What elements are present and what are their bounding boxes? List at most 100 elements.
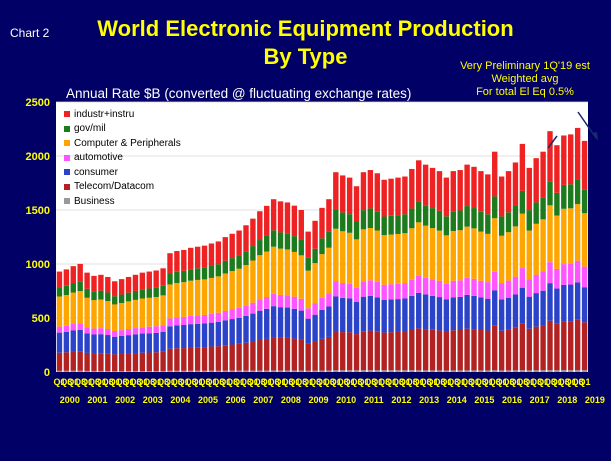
bar-segment-business [319,370,325,372]
bar-segment-industr-instru [333,172,339,210]
bar-segment-consumer [429,295,436,330]
bar-segment-consumer [581,287,588,323]
bar-segment-computer-peripherals [471,228,477,279]
bar-segment-consumer [188,324,194,348]
bar-segment-business [257,370,263,372]
bar-segment-consumer [222,320,228,346]
x-year-label: 2005 [198,395,218,405]
x-quarter-label: Q3 [406,377,418,387]
bar-segment-consumer [201,323,208,348]
bar-segment-gov-mil [526,210,532,231]
bar-segment-automotive [533,274,539,294]
bar-segment-automotive [333,281,339,297]
x-quarter-label: Q1 [53,377,65,387]
bar-segment-gov-mil [422,205,429,226]
bar-segment-telecom-datacom [519,323,526,371]
bar-segment-computer-peripherals [208,277,215,314]
bar-segment-automotive [416,275,422,293]
bar-segment-consumer [146,333,152,353]
bar-segment-telecom-datacom [374,331,380,371]
bar-segment-business [395,370,401,372]
bar-segment-telecom-datacom [533,326,539,371]
bar-segment-computer-peripherals [105,301,111,330]
bar-segment-telecom-datacom [153,352,159,371]
bar-segment-automotive [422,277,429,295]
x-quarter-label: Q1 [67,377,79,387]
bar-segment-gov-mil [436,210,443,231]
x-quarter-label: Q3 [88,377,100,387]
x-year-label: 2002 [115,395,135,405]
bar-segment-telecom-datacom [132,353,139,371]
bar-segment-computer-peripherals [250,260,256,303]
bar-segment-consumer [353,301,360,335]
bar-segment-telecom-datacom [146,352,152,371]
bar-segment-telecom-datacom [181,348,187,371]
bar-segment-business [84,370,90,372]
bar-segment-automotive [194,315,201,324]
bar-segment-gov-mil [63,285,70,296]
bar-segment-telecom-datacom [581,322,588,371]
bar-segment-computer-peripherals [478,231,484,281]
x-year-label: 2012 [391,395,411,405]
bar-segment-business [464,370,470,372]
bar-segment-industr-instru [422,164,429,206]
bar-segment-automotive [568,263,574,285]
bar-segment-business [312,370,318,372]
bar-segment-business [374,370,380,372]
bar-segment-consumer [305,318,311,344]
chart-title-line1: World Electronic Equipment Production [97,16,514,41]
x-quarter-label: Q3 [530,377,542,387]
bar-segment-industr-instru [167,253,173,274]
bar-segment-computer-peripherals [319,254,325,298]
bar-segment-computer-peripherals [485,233,491,283]
bar-segment-automotive [188,315,194,325]
bar-segment-automotive [540,271,546,291]
bar-segment-industr-instru [201,245,208,268]
bar-segment-automotive [70,324,76,331]
bar-segment-industr-instru [326,199,332,232]
bar-segment-industr-instru [56,271,63,288]
bar-segment-automotive [208,313,215,323]
bar-segment-computer-peripherals [298,255,304,299]
bar-segment-business [492,370,498,372]
bar-segment-consumer [264,308,270,339]
bar-segment-automotive [112,330,118,337]
x-year-label: 2010 [336,395,356,405]
bar-segment-automotive [367,280,374,296]
bar-segment-telecom-datacom [388,332,394,371]
x-quarter-label: Q3 [516,377,528,387]
bar-segment-gov-mil [512,205,519,227]
bar-segment-telecom-datacom [478,330,484,371]
bar-segment-telecom-datacom [526,328,532,371]
x-quarter-label: Q1 [123,377,135,387]
bar-segment-computer-peripherals [125,301,132,330]
x-quarter-label: Q3 [199,377,211,387]
bar-segment-telecom-datacom [305,343,311,371]
bar-segment-computer-peripherals [63,295,70,326]
x-year-label: 2007 [253,395,273,405]
bar-segment-computer-peripherals [492,218,498,272]
bar-segment-business [478,370,484,372]
bar-segment-industr-instru [360,172,367,211]
y-tick-label: 0 [44,367,50,379]
bar-segment-automotive [512,276,519,295]
x-quarter-label: Q3 [171,377,183,387]
legend-label: consumer [74,166,118,178]
bar-segment-telecom-datacom [91,353,97,371]
bar-segment-computer-peripherals [443,235,450,284]
bar-segment-gov-mil [326,231,332,248]
bar-segment-automotive [526,279,532,297]
bar-segment-telecom-datacom [160,351,166,371]
bar-segment-business [443,370,450,372]
bar-segment-automotive [174,317,180,326]
x-quarter-label: Q1 [164,377,176,387]
bar-segment-computer-peripherals [132,299,139,329]
bar-segment-telecom-datacom [112,354,118,371]
bar-segment-computer-peripherals [436,230,443,281]
bar-segment-consumer [291,308,298,339]
bar-segment-gov-mil [554,192,560,216]
bar-segment-consumer [457,296,463,330]
bar-segment-telecom-datacom [174,348,180,371]
bar-segment-industr-instru [236,230,242,256]
bar-segment-business [194,370,201,372]
